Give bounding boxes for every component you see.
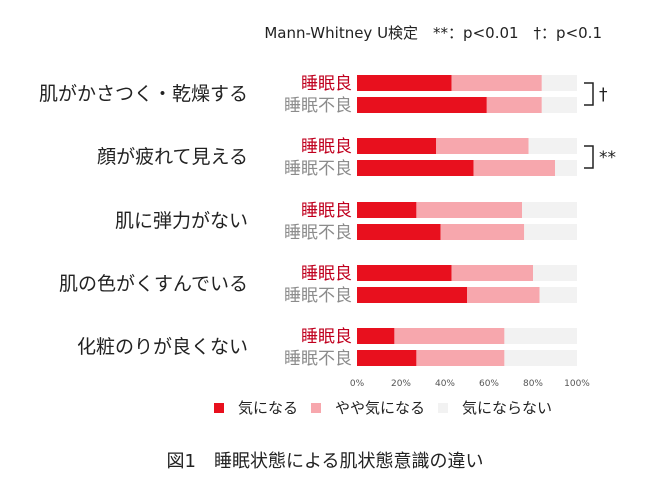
bar-segment: [440, 224, 525, 240]
bar-segment: [451, 265, 533, 281]
significance-marker: **: [599, 148, 616, 168]
bar-segment: [486, 97, 542, 113]
legend-label: やや気になる: [335, 399, 425, 417]
bar-segment: [555, 160, 577, 176]
category-label: 顔が疲れて見える: [97, 146, 248, 168]
bar-segment: [357, 75, 452, 91]
bar-row-label: 睡眠不良: [284, 286, 352, 306]
bar-segment: [467, 287, 540, 303]
bar-row-label: 睡眠良: [301, 327, 352, 347]
bar-segment: [416, 202, 522, 218]
figure-caption: 図1 睡眠状態による肌状態意識の違い: [166, 451, 484, 472]
legend-swatch: [311, 403, 321, 413]
bar-segment: [522, 202, 577, 218]
category-label: 肌に弾力がない: [115, 210, 248, 232]
bar-row-label: 睡眠良: [301, 264, 352, 284]
significance-bracket: [584, 145, 594, 169]
x-tick-label: 100%: [564, 379, 590, 389]
legend-swatch: [214, 403, 224, 413]
bar-segment: [357, 224, 441, 240]
bar-row-label: 睡眠不良: [284, 96, 352, 116]
bar-segment: [504, 350, 577, 366]
statistical-test-note: Mann-Whitney U検定 **：p<0.01 †：p<0.1: [264, 24, 602, 42]
bar-segment: [357, 160, 474, 176]
significance-marker: †: [599, 85, 608, 105]
bar-segment: [451, 75, 542, 91]
bar-segment: [524, 224, 577, 240]
bar-row-label: 睡眠良: [301, 74, 352, 94]
x-tick-label: 60%: [479, 379, 499, 389]
category-label: 肌がかさつく・乾燥する: [39, 83, 248, 105]
bar-segment: [357, 328, 395, 344]
x-tick-label: 80%: [523, 379, 543, 389]
significance-bracket: [584, 82, 594, 106]
x-tick-label: 20%: [391, 379, 411, 389]
bar-row-label: 睡眠不良: [284, 159, 352, 179]
bar-segment: [394, 328, 505, 344]
bar-segment: [541, 97, 577, 113]
bar-segment: [473, 160, 555, 176]
bar-segment: [357, 97, 487, 113]
legend-label: 気にならない: [462, 399, 552, 417]
bar-segment: [357, 350, 417, 366]
bar-segment: [357, 287, 467, 303]
legend-swatch: [438, 403, 448, 413]
bar-row-label: 睡眠不良: [284, 223, 352, 243]
bar-row-label: 睡眠良: [301, 137, 352, 157]
x-tick-label: 0%: [350, 379, 365, 389]
bar-segment: [539, 287, 577, 303]
category-label: 化粧のりが良くない: [77, 336, 248, 358]
legend-label: 気になる: [238, 399, 298, 417]
bar-segment: [504, 328, 577, 344]
bar-segment: [416, 350, 505, 366]
bar-row-label: 睡眠不良: [284, 349, 352, 369]
bar-segment: [357, 202, 417, 218]
bar-segment: [436, 138, 529, 154]
bar-segment: [357, 138, 437, 154]
bar-segment: [357, 265, 452, 281]
x-tick-label: 40%: [435, 379, 455, 389]
bar-segment: [541, 75, 577, 91]
bar-row-label: 睡眠良: [301, 201, 352, 221]
bar-segment: [533, 265, 577, 281]
bar-segment: [528, 138, 577, 154]
category-label: 肌の色がくすんでいる: [59, 273, 248, 295]
